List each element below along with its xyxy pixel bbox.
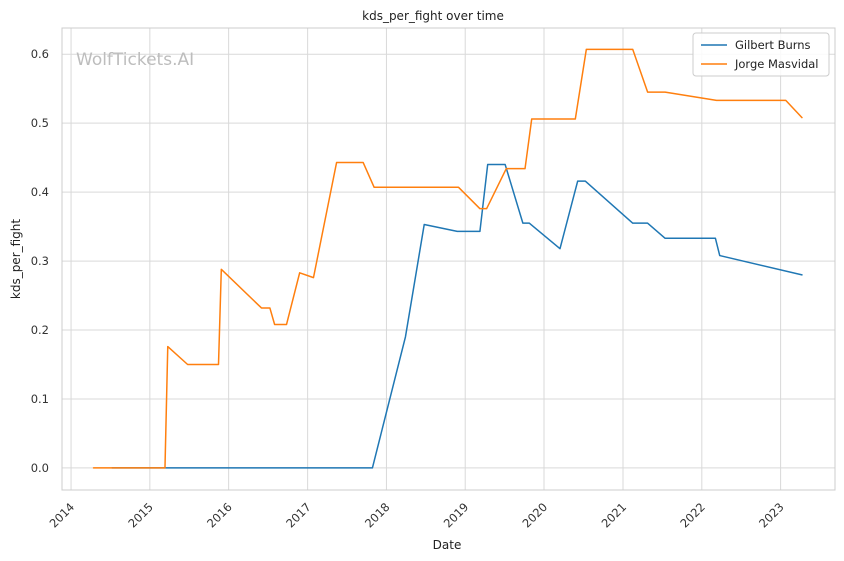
watermark: WolfTickets.AI <box>76 50 194 70</box>
y-axis-title: kds_per_fight <box>9 219 23 300</box>
chart-title: kds_per_fight over time <box>362 9 504 23</box>
y-tick-label: 0.3 <box>31 254 49 268</box>
grid <box>62 28 835 490</box>
y-tick-label: 0.5 <box>31 116 49 130</box>
y-tick-label: 0.2 <box>31 323 49 337</box>
legend-label-jorge-masvidal: Jorge Masvidal <box>734 57 819 71</box>
y-tick-label: 0.1 <box>31 392 49 406</box>
y-tick-label: 0.4 <box>31 185 49 199</box>
legend-box <box>692 32 830 77</box>
y-tick-label: 0.0 <box>31 461 49 475</box>
x-axis-title: Date <box>433 538 462 552</box>
series-lines <box>92 48 803 469</box>
legend: Gilbert Burns Jorge Masvidal <box>692 32 830 77</box>
legend-label-gilbert-burns: Gilbert Burns <box>735 38 811 52</box>
series-line-gilbert-burns <box>111 163 803 469</box>
series-line-jorge-masvidal <box>92 48 803 469</box>
y-tick-label: 0.6 <box>31 47 49 61</box>
plot-area-frame <box>61 27 836 491</box>
